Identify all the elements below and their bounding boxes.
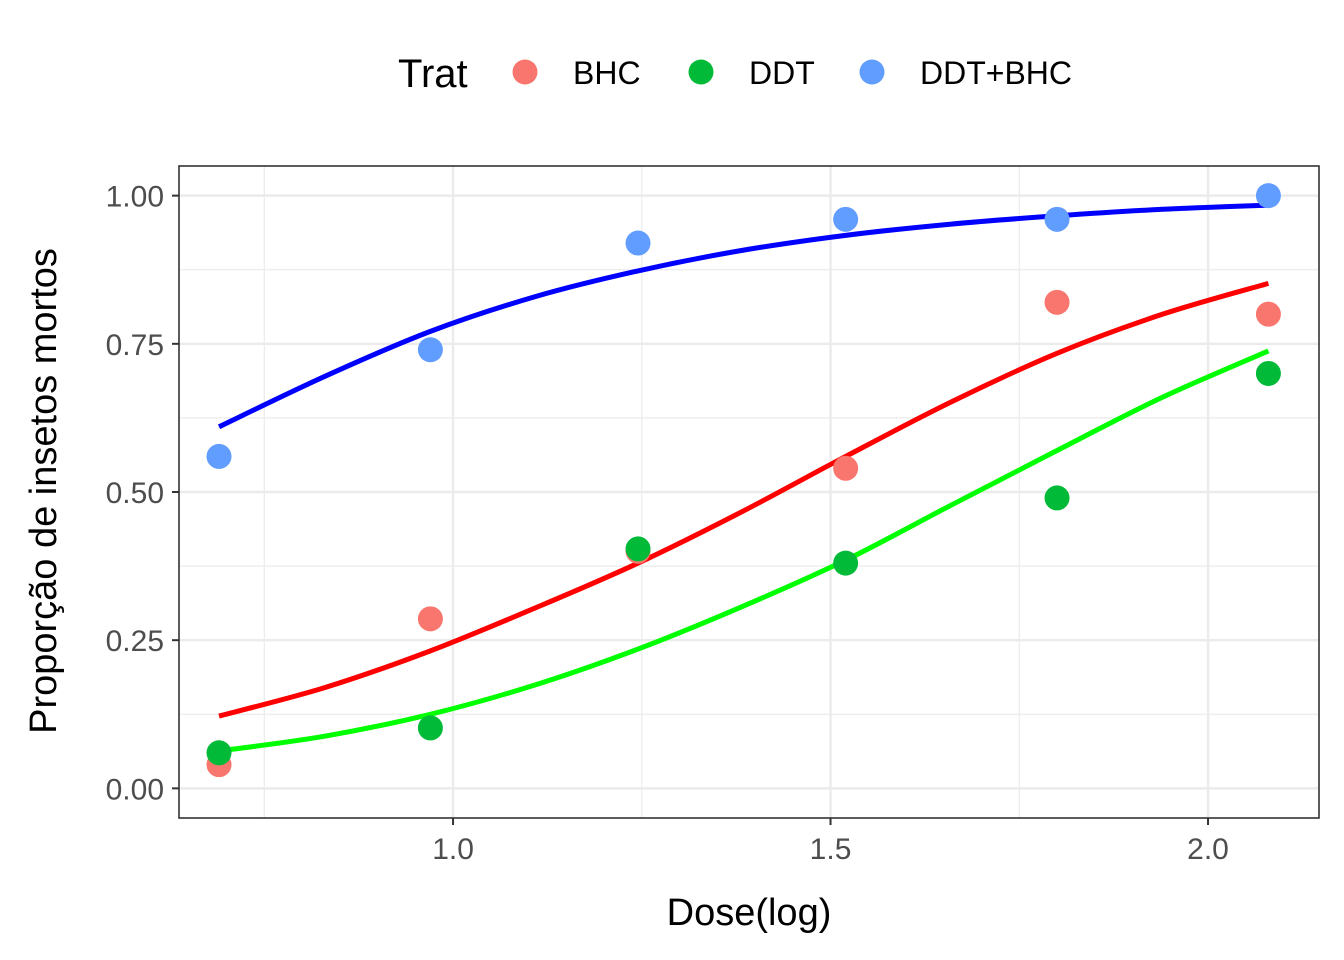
point-ddt <box>1255 360 1281 386</box>
data-points <box>206 183 1281 778</box>
y-tick-label: 0.25 <box>106 625 164 658</box>
point-bhc <box>1044 289 1070 315</box>
legend-label-ddt: DDT <box>749 55 815 91</box>
legend-label-bhc: BHC <box>573 55 641 91</box>
y-tick-label: 0.00 <box>106 773 164 806</box>
point-ddt-bhc <box>1255 183 1281 209</box>
y-axis: 0.00 0.25 0.50 0.75 1.00 <box>106 181 179 806</box>
x-axis: 1.0 1.5 2.0 <box>432 818 1229 866</box>
point-ddt <box>417 715 443 741</box>
y-tick-label: 1.00 <box>106 181 164 214</box>
point-ddt-bhc <box>417 337 443 363</box>
point-ddt-bhc <box>833 206 859 232</box>
point-ddt <box>206 740 232 766</box>
legend-title: Trat <box>398 52 468 96</box>
point-ddt-bhc <box>625 230 651 256</box>
point-ddt <box>625 536 651 562</box>
point-ddt-bhc <box>206 443 232 469</box>
point-bhc <box>417 606 443 632</box>
x-tick-label: 1.0 <box>432 833 474 866</box>
x-tick-label: 2.0 <box>1187 833 1229 866</box>
legend-label-ddt-bhc: DDT+BHC <box>920 55 1072 91</box>
y-tick-label: 0.75 <box>106 329 164 362</box>
fit-line-bhc <box>218 280 1270 719</box>
legend-key-ddt-bhc <box>859 59 885 85</box>
point-ddt-bhc <box>1044 206 1070 232</box>
point-bhc <box>1255 301 1281 327</box>
legend-key-bhc <box>512 59 538 85</box>
point-bhc <box>833 455 859 481</box>
fit-line-ddt-bhc <box>217 202 1269 430</box>
y-tick-label: 0.50 <box>106 477 164 510</box>
legend: Trat BHC DDT DDT+BHC <box>398 52 1072 96</box>
x-axis-title: Dose(log) <box>667 892 832 934</box>
y-axis-title: Proporção de insetos mortos <box>23 248 65 734</box>
fit-curves <box>217 202 1270 754</box>
x-tick-label: 1.5 <box>810 833 852 866</box>
point-ddt <box>833 550 859 576</box>
legend-key-ddt <box>688 59 714 85</box>
point-ddt <box>1044 485 1070 511</box>
fit-line-ddt <box>218 348 1270 754</box>
